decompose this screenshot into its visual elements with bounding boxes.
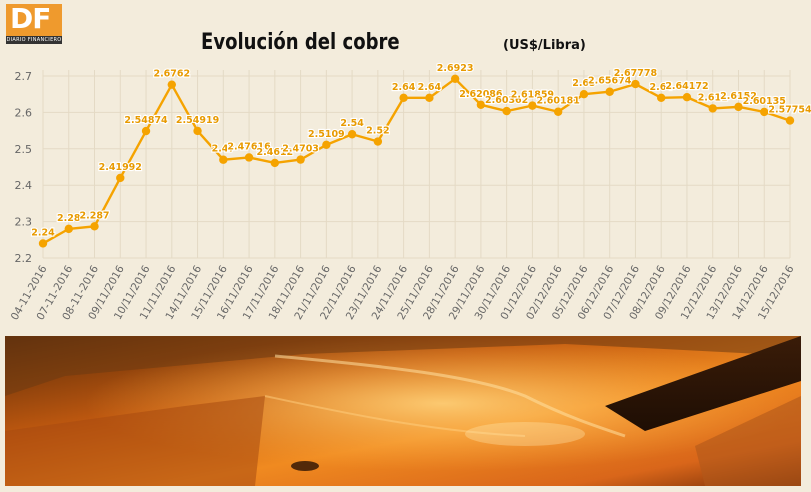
y-tick-label: 2.3 <box>15 216 33 229</box>
data-label: 2.41992 <box>99 162 142 173</box>
data-point <box>193 126 202 136</box>
data-label: 2.61859 <box>511 90 554 101</box>
data-label: 2.65674 <box>588 76 632 87</box>
data-point <box>476 100 486 110</box>
data-point <box>553 107 563 116</box>
data-label: 2.67778 <box>614 68 658 79</box>
data-point <box>579 90 589 99</box>
data-point <box>785 116 795 125</box>
data-point <box>708 104 717 113</box>
data-point <box>244 153 254 162</box>
data-label: 2.64 <box>418 82 442 93</box>
molten-copper-photo <box>5 336 801 486</box>
data-point <box>657 93 666 103</box>
data-label: 2.64 <box>392 82 416 93</box>
data-point <box>347 130 357 139</box>
data-point <box>296 155 305 164</box>
data-label: 2.62086 <box>459 89 503 100</box>
data-point <box>528 101 537 110</box>
data-label: 2.47 <box>212 144 235 155</box>
data-label: 2.4703 <box>282 144 319 155</box>
data-point <box>38 239 48 248</box>
data-point <box>322 140 331 150</box>
data-label: 2.6762 <box>153 69 190 80</box>
chart-area: DF DIARIO FINANCIERO Evolución del cobre… <box>6 2 811 323</box>
data-label: 2.24 <box>31 227 55 238</box>
y-tick-label: 2.2 <box>15 252 33 265</box>
data-point <box>450 74 460 84</box>
data-label: 2.6923 <box>437 63 474 74</box>
data-point <box>219 155 228 164</box>
data-label: 2.611 <box>698 92 728 103</box>
data-point <box>399 93 408 103</box>
data-label: 2.47616 <box>227 141 271 152</box>
logo-letters: DF <box>10 2 51 35</box>
data-point <box>682 93 692 102</box>
chart-title: Evolución del cobre <box>201 30 400 55</box>
data-point <box>116 173 125 183</box>
data-label: 2.5109 <box>308 129 345 140</box>
y-tick-label: 2.6 <box>15 106 33 119</box>
data-label: 2.287 <box>79 210 109 221</box>
data-point <box>760 107 769 117</box>
data-point <box>502 106 511 116</box>
data-label: 2.54919 <box>176 115 219 126</box>
data-label: 2.64172 <box>665 81 708 92</box>
data-label: 2.60362 <box>485 95 528 106</box>
data-point <box>373 137 383 146</box>
data-label: 2.64 <box>649 82 673 93</box>
data-label: 2.6152 <box>720 91 757 102</box>
y-tick-label: 2.5 <box>15 143 33 156</box>
data-point <box>64 224 73 234</box>
chart-unit-label: (US$/Libra) <box>503 38 586 53</box>
y-tick-label: 2.7 <box>15 70 33 83</box>
data-point <box>425 93 434 103</box>
data-label: 2.65 <box>572 78 595 89</box>
data-point <box>270 158 280 168</box>
logo-caption: DIARIO FINANCIERO <box>6 36 62 44</box>
molten-copper-image <box>5 336 801 486</box>
data-label: 2.57754 <box>768 105 811 116</box>
data-label: 2.4612 <box>256 147 293 158</box>
df-logo: DF DIARIO FINANCIERO <box>6 2 62 44</box>
y-tick-label: 2.4 <box>15 179 33 192</box>
data-point <box>734 102 743 112</box>
series-line <box>42 77 791 245</box>
data-label: 2.60135 <box>743 96 786 107</box>
data-point <box>631 79 640 89</box>
data-label: 2.54874 <box>124 115 168 126</box>
data-point <box>90 222 99 231</box>
data-point <box>605 87 614 96</box>
data-label: 2.52 <box>366 126 389 137</box>
data-label: 2.28 <box>57 213 81 224</box>
data-point <box>141 126 151 136</box>
data-label: 2.54 <box>340 118 364 129</box>
data-point <box>167 80 176 89</box>
data-label: 2.60181 <box>537 96 580 107</box>
copper-price-line-chart: 2.22.32.42.52.62.704-11-201607-11-201608… <box>9 62 811 323</box>
